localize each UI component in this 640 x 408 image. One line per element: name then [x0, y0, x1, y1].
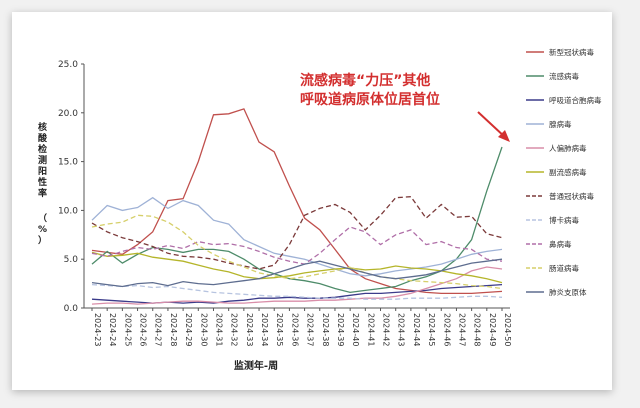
x-tick-label: 2024-34: [260, 313, 269, 346]
x-tick-label: 2024-28: [169, 313, 178, 346]
y-axis-label: 核酸检测阳性率（%）: [38, 121, 48, 246]
line-chart: 0.05.010.015.020.025.0 2024-23 2024-24 202…: [38, 47, 602, 372]
legend-label-6: 普通冠状病毒: [549, 191, 594, 201]
series-line-1: [91, 146, 503, 294]
x-tick-label: 2024-30: [199, 313, 208, 346]
legend-label-1: 流感病毒: [549, 71, 579, 81]
x-tick-label: 2024-42: [382, 313, 391, 346]
x-tick-label: 2024-25: [123, 313, 132, 346]
x-tick-label: 2024-33: [245, 313, 254, 346]
x-tick-label: 2024-47: [457, 313, 466, 346]
legend-label-9: 肠道病毒: [549, 263, 579, 273]
x-ticks: 2024-23 2024-24 2024-25 2024-26 2024-27 2024-…: [91, 308, 512, 346]
series-line-4: [91, 266, 503, 305]
x-tick-label: 2024-24: [108, 313, 117, 346]
x-tick-label: 2024-29: [184, 313, 193, 346]
legend-label-5: 副流感病毒: [549, 167, 587, 177]
series-line-6: [91, 196, 503, 270]
x-tick-label: 2024-43: [397, 313, 406, 346]
x-tick-label: 2024-41: [366, 313, 375, 346]
y-tick-label: 20.0: [58, 109, 78, 119]
chart-card: 0.0 5.0 10.0 15.0 20.0 25.0 2024-23 2024-24 202…: [12, 12, 612, 390]
x-tick-label: 2024-44: [412, 313, 421, 346]
series-lines: [91, 108, 503, 305]
x-tick-label: 2024-38: [321, 313, 330, 346]
y-tick-label: 5.0: [64, 255, 79, 265]
legend-label-2: 呼吸道合胞病毒: [549, 95, 602, 105]
legend-label-8: 鼻病毒: [549, 239, 572, 249]
series-line-5: [91, 251, 503, 284]
series-line-10: [91, 258, 503, 288]
legend-label-3: 腺病毒: [549, 119, 572, 129]
y-tick-label: 10.0: [58, 206, 78, 216]
annotation-arrow: [477, 111, 510, 142]
x-tick-label: 2024-31: [214, 313, 223, 346]
axes: [83, 64, 510, 309]
x-tick-label: 2024-39: [336, 313, 345, 346]
x-tick-label: 2024-46: [442, 313, 451, 346]
legend-label-10: 肺炎支原体: [549, 287, 587, 297]
y-tick-label: 15.0: [58, 158, 78, 168]
x-tick-label: 2024-36: [290, 313, 299, 346]
annotation-line-2: 呼吸道病原体位居首位: [300, 91, 440, 108]
x-tick-label: 2024-35: [275, 313, 284, 346]
series-line-8: [91, 226, 503, 265]
x-axis-label: 监测年-周: [234, 359, 278, 372]
x-tick-label: 2024-23: [93, 313, 102, 346]
legend-label-7: 博卡病毒: [549, 215, 579, 225]
x-tick-label: 2024-40: [351, 313, 360, 346]
legend-label-0: 新型冠状病毒: [549, 47, 594, 57]
x-tick-label: 2024-37: [306, 313, 315, 346]
y-tick-label: 0.0: [64, 304, 79, 314]
x-tick-label: 2024-45: [427, 313, 436, 346]
x-tick-label: 2024-49: [488, 313, 497, 346]
legend: 新型冠状病毒流感病毒呼吸道合胞病毒腺病毒人偏肺病毒副流感病毒普通冠状病毒博卡病毒…: [526, 47, 602, 297]
series-line-7: [91, 283, 503, 300]
x-tick-label: 2024-32: [230, 313, 239, 346]
x-tick-label: 2024-48: [473, 313, 482, 346]
series-line-9: [91, 214, 503, 290]
x-tick-label: 2024-50: [503, 313, 512, 346]
series-line-3: [91, 196, 503, 277]
y-tick-label: 25.0: [58, 60, 78, 70]
y-ticks: 0.0 5.0 10.0 15.0 20.0 25.0: [58, 60, 84, 314]
x-tick-label: 2024-26: [139, 313, 148, 346]
x-tick-label: 2024-27: [154, 313, 163, 346]
series-line-0: [91, 108, 503, 295]
legend-label-4: 人偏肺病毒: [549, 143, 587, 153]
annotation-line-1: 流感病毒“力压”其他: [300, 72, 430, 89]
